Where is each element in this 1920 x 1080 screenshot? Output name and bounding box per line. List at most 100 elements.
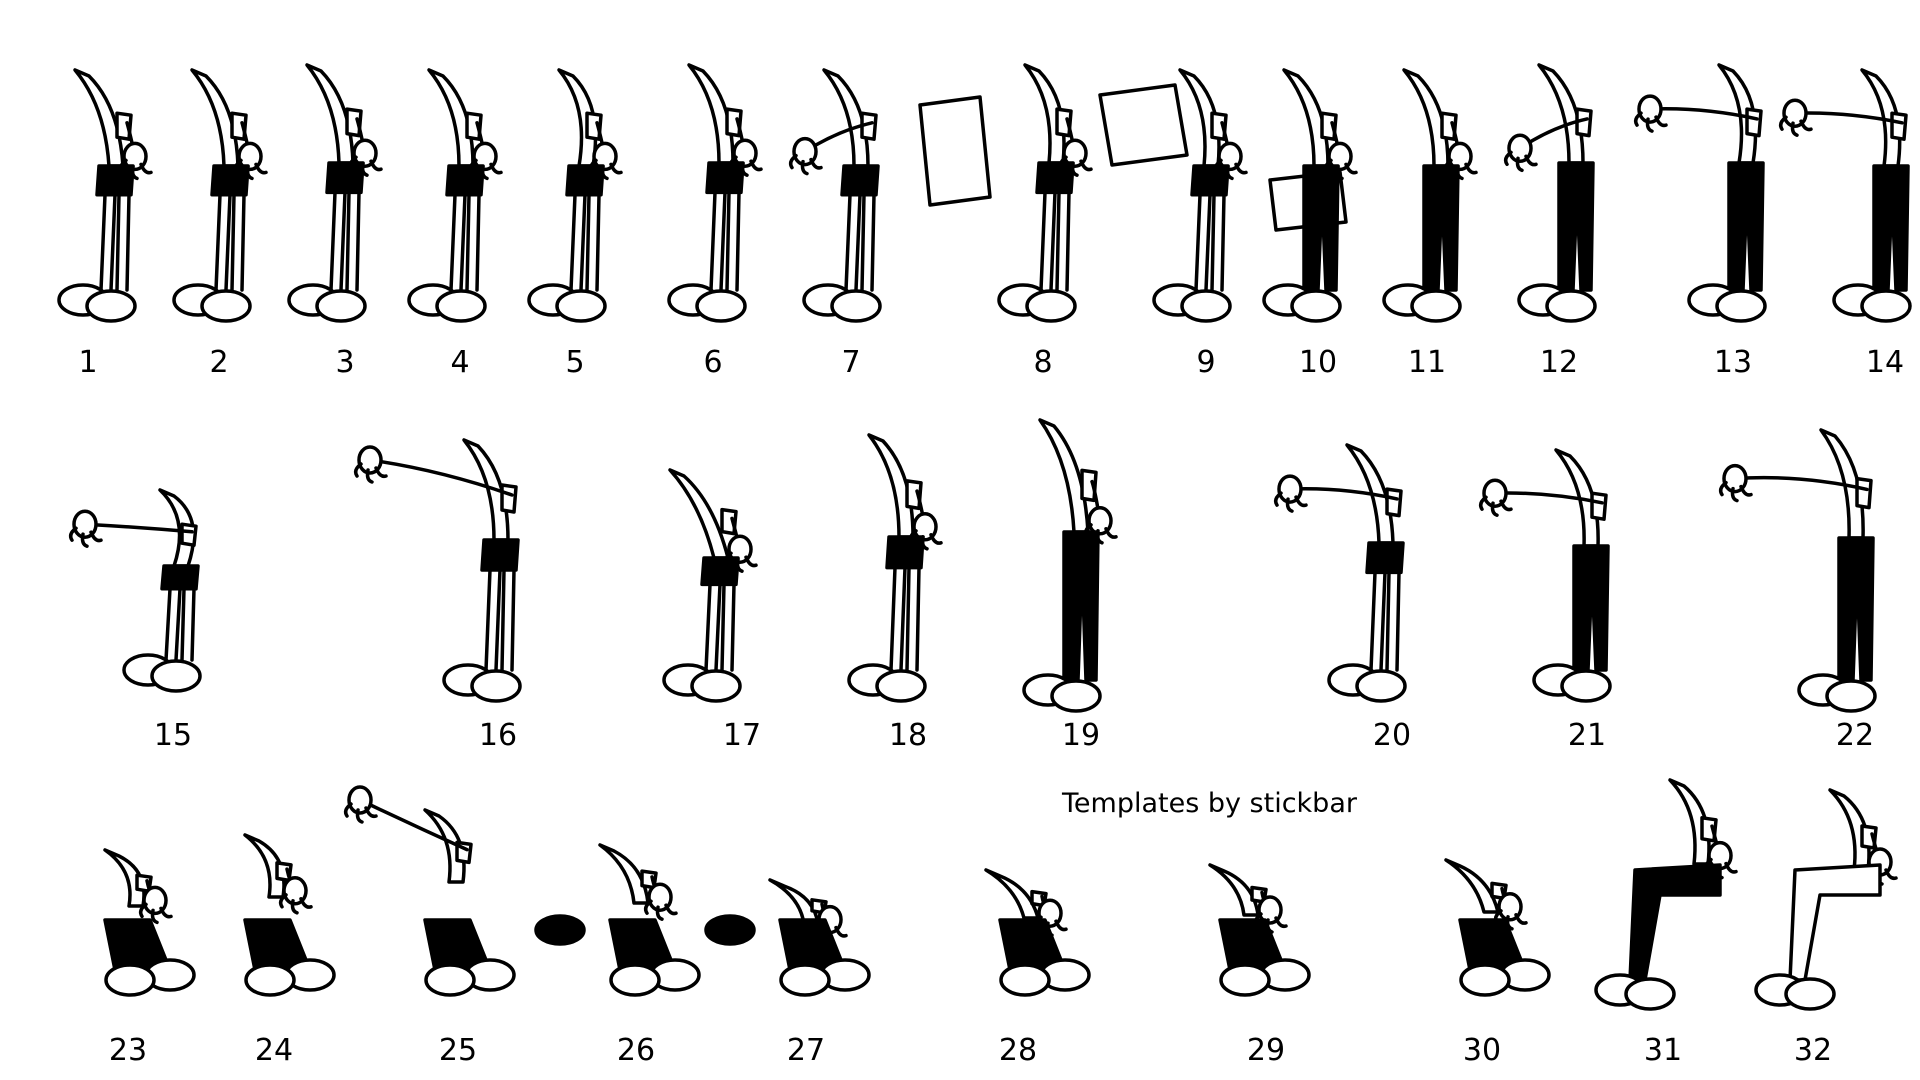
shoe [104,963,156,997]
sleeve [1210,111,1228,141]
pose-number-17: 17 [723,718,761,753]
pose-number-26: 26 [617,1033,655,1068]
hand [68,509,103,548]
torso [423,808,466,884]
bowl [534,914,586,946]
shorts [160,564,200,591]
credit-text: Templates by stickbar [1061,788,1358,819]
shoe [1784,977,1836,1011]
shorts [325,161,365,195]
pose-number-11: 11 [1408,345,1446,380]
shoe [150,659,202,693]
legs [889,565,921,672]
pose-number-30: 30 [1463,1033,1501,1068]
shoe [1560,669,1612,703]
hand [138,885,173,925]
figure-pose-7 [788,68,882,323]
pose-number-9: 9 [1196,345,1215,380]
pose-number-1: 1 [78,345,97,380]
shorts [445,164,485,197]
hand [343,785,378,824]
long-pants [1557,161,1595,292]
figure-pose-21 [1478,448,1612,703]
figure-pose-24 [243,833,336,997]
pose-number-18: 18 [889,718,927,753]
figure-pose-23 [103,848,196,997]
long-pants [1837,536,1875,682]
pose-number-32: 32 [1794,1033,1832,1068]
figure-pose-22 [1718,428,1877,713]
sleeve [725,107,743,138]
hand [353,445,388,484]
sleeve [1855,476,1873,510]
long-pants [1572,544,1610,672]
legs [164,587,196,662]
torso [1208,863,1260,917]
legs [1039,190,1071,292]
sleeve [585,111,603,141]
torso [1444,858,1500,914]
figure-pose-32 [1754,788,1898,1011]
figure-pose-3 [287,63,383,323]
shorts [210,164,250,197]
figure-pose-28 [984,868,1091,997]
pants [1788,863,1882,982]
pose-number-8: 8 [1033,345,1052,380]
figure-pose-5 [527,68,623,323]
pose-number-23: 23 [109,1033,147,1068]
shoe [779,963,831,997]
legs [844,193,876,292]
pose-number-7: 7 [841,345,860,380]
shoe [999,963,1051,997]
sleeve [1745,107,1763,138]
shoe [85,289,137,323]
arm [83,522,194,534]
shorts [1190,164,1230,197]
hand [1633,94,1668,133]
shoe [1050,679,1102,713]
sleeve [1320,111,1338,141]
pose-number-2: 2 [209,345,228,380]
hand [788,136,823,176]
shoe [830,289,882,323]
pose-number-28: 28 [999,1033,1037,1068]
bowl [704,914,756,946]
sleeve [345,107,363,138]
figure-pose-30 [1444,858,1551,997]
shoe [609,963,661,997]
legs [449,193,481,292]
figure-pose-10 [1262,68,1358,323]
pose-number-5: 5 [565,345,584,380]
shoe [1290,289,1342,323]
pose-number-25: 25 [439,1033,477,1068]
sleeve [905,479,923,511]
legs [1194,193,1226,292]
pose-number-16: 16 [479,718,517,753]
pose-number-31: 31 [1644,1033,1682,1068]
pose-number-6: 6 [703,345,722,380]
hand [1478,478,1513,517]
sleeve [465,111,483,141]
figure-pose-17 [662,468,758,703]
arm [1733,475,1869,492]
shoe [695,289,747,323]
pose-number-27: 27 [787,1033,825,1068]
legs [484,568,516,672]
long-pants [1422,164,1460,292]
shorts [885,535,925,570]
sleeve [1440,111,1458,141]
hand [643,882,678,921]
shoe [424,963,476,997]
shorts [705,161,745,195]
long-pants [1872,164,1910,292]
pose-number-24: 24 [255,1033,293,1068]
shorts [95,164,135,197]
arm [368,458,514,497]
figure-pose-26 [534,843,701,997]
figure-pose-18 [847,433,943,703]
pose-number-20: 20 [1373,718,1411,753]
shoe [690,669,742,703]
sleeve [720,507,738,536]
long-pants [1062,530,1100,682]
